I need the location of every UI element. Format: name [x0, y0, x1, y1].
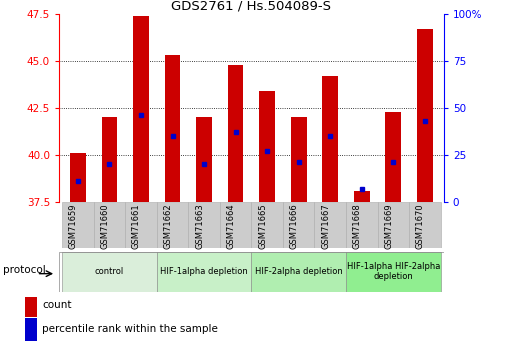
Bar	[62, 202, 94, 248]
Text: HIF-2alpha depletion: HIF-2alpha depletion	[255, 267, 343, 276]
Bar	[157, 252, 251, 292]
Text: GSM71666: GSM71666	[290, 203, 299, 249]
Bar	[94, 202, 125, 248]
Bar	[291, 117, 307, 202]
Text: percentile rank within the sample: percentile rank within the sample	[42, 324, 218, 334]
Bar	[354, 190, 370, 202]
Bar	[220, 202, 251, 248]
Text: HIF-1alpha depletion: HIF-1alpha depletion	[160, 267, 248, 276]
Title: GDS2761 / Hs.504089-S: GDS2761 / Hs.504089-S	[171, 0, 331, 13]
Bar	[251, 202, 283, 248]
Text: GSM71667: GSM71667	[321, 203, 330, 249]
Text: protocol: protocol	[3, 265, 46, 275]
Text: GSM71659: GSM71659	[69, 203, 78, 249]
Text: count: count	[42, 300, 72, 310]
Text: GSM71665: GSM71665	[258, 203, 267, 249]
Bar	[417, 29, 432, 202]
Bar	[25, 318, 37, 341]
Text: GSM71660: GSM71660	[101, 203, 109, 249]
Bar	[251, 252, 346, 292]
Text: GSM71670: GSM71670	[416, 203, 425, 249]
Bar	[62, 252, 157, 292]
Text: GSM71669: GSM71669	[384, 203, 393, 249]
Bar	[228, 65, 244, 202]
Bar	[378, 202, 409, 248]
Text: GSM71664: GSM71664	[227, 203, 235, 249]
Bar	[70, 153, 86, 202]
Text: GSM71662: GSM71662	[164, 203, 172, 249]
Bar	[346, 202, 378, 248]
Text: HIF-1alpha HIF-2alpha
depletion: HIF-1alpha HIF-2alpha depletion	[347, 262, 440, 282]
Bar	[165, 55, 181, 202]
Bar	[157, 202, 188, 248]
Bar	[259, 91, 275, 202]
Bar	[188, 202, 220, 248]
Bar	[196, 117, 212, 202]
Bar	[102, 117, 117, 202]
Text: control: control	[95, 267, 124, 276]
Bar	[133, 16, 149, 202]
Text: GSM71663: GSM71663	[195, 203, 204, 249]
Bar	[409, 202, 441, 248]
Bar	[322, 76, 338, 202]
Text: GSM71661: GSM71661	[132, 203, 141, 249]
Bar	[346, 252, 441, 292]
Text: GSM71668: GSM71668	[353, 203, 362, 249]
Bar	[125, 202, 157, 248]
Bar	[314, 202, 346, 248]
Bar	[25, 294, 37, 317]
Bar	[385, 111, 401, 202]
Bar	[283, 202, 314, 248]
